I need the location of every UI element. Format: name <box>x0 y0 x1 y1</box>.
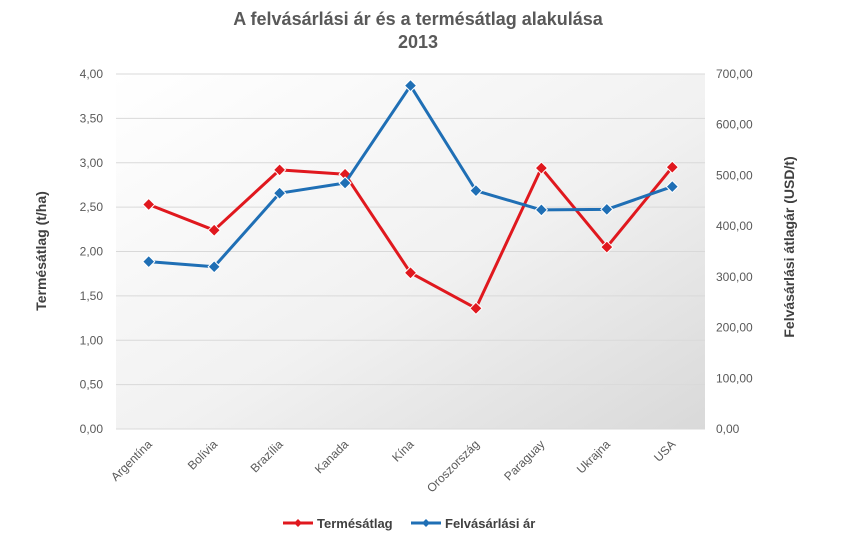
y-right-tick-label: 200,00 <box>716 321 753 335</box>
series-layer <box>142 78 679 316</box>
legend-marker-termesatlag <box>294 519 302 527</box>
y-left-tick-label: 3,00 <box>80 156 104 170</box>
data-point <box>272 163 287 177</box>
y-right-axis-title: Felvásárlási átlagár (USD/t) <box>781 156 797 337</box>
data-point <box>665 160 679 174</box>
x-tick-label: USA <box>651 437 678 464</box>
y-right-tick-label: 100,00 <box>716 371 753 385</box>
x-tick-label: Oroszország <box>424 437 482 495</box>
y-right-tick-label: 500,00 <box>716 168 753 182</box>
y-left-tick-label: 1,50 <box>80 289 104 303</box>
data-point <box>403 78 418 93</box>
y-left-tick-label: 0,50 <box>80 378 104 392</box>
data-point <box>272 186 287 200</box>
y-left-tick-label: 4,00 <box>80 67 104 81</box>
data-point <box>534 161 549 175</box>
legend-marker-felvasarlasi-ar <box>422 519 430 527</box>
x-tick-label: Kína <box>389 437 417 465</box>
data-point <box>403 266 418 280</box>
y-right-tick-label: 700,00 <box>716 67 753 81</box>
grid-lines <box>116 73 705 430</box>
y-left-tick-label: 3,50 <box>80 111 104 125</box>
chart-title: A felvásárlási ár és a termésátlag alaku… <box>233 9 604 29</box>
legend: Termésátlag Felvásárlási ár <box>283 516 535 531</box>
data-point <box>142 254 156 269</box>
y-left-tick-label: 0,00 <box>80 422 104 436</box>
y-right-tick-label: 0,00 <box>716 422 740 436</box>
data-point <box>469 183 483 198</box>
legend-label-felvasarlasi-ar: Felvásárlási ár <box>445 516 535 531</box>
x-tick-label: Brazília <box>248 437 286 475</box>
chart-subtitle: 2013 <box>398 32 438 52</box>
data-point <box>142 197 156 212</box>
data-point <box>534 203 549 217</box>
data-point <box>207 260 221 274</box>
x-tick-label: Paraguay <box>501 437 547 483</box>
data-point <box>600 240 614 254</box>
data-point <box>338 176 352 190</box>
y-left-tick-label: 1,00 <box>80 333 104 347</box>
y-left-axis-title: Termésátlag (t/ha) <box>33 191 49 311</box>
x-tick-label: Bolívia <box>185 437 221 473</box>
y-left-tick-label: 2,50 <box>80 200 104 214</box>
data-point <box>600 202 614 217</box>
data-point <box>665 179 679 194</box>
data-point <box>469 301 483 316</box>
y-left-tick-label: 2,00 <box>80 245 104 259</box>
x-tick-label: Ukrajna <box>574 437 613 476</box>
y-right-tick-label: 600,00 <box>716 118 753 132</box>
y-right-tick-label: 400,00 <box>716 219 753 233</box>
x-tick-label: Kanada <box>312 437 351 476</box>
legend-label-termesatlag: Termésátlag <box>317 516 393 531</box>
x-tick-label: Argentína <box>108 437 155 484</box>
y-right-tick-label: 300,00 <box>716 270 753 284</box>
data-point <box>207 223 221 237</box>
